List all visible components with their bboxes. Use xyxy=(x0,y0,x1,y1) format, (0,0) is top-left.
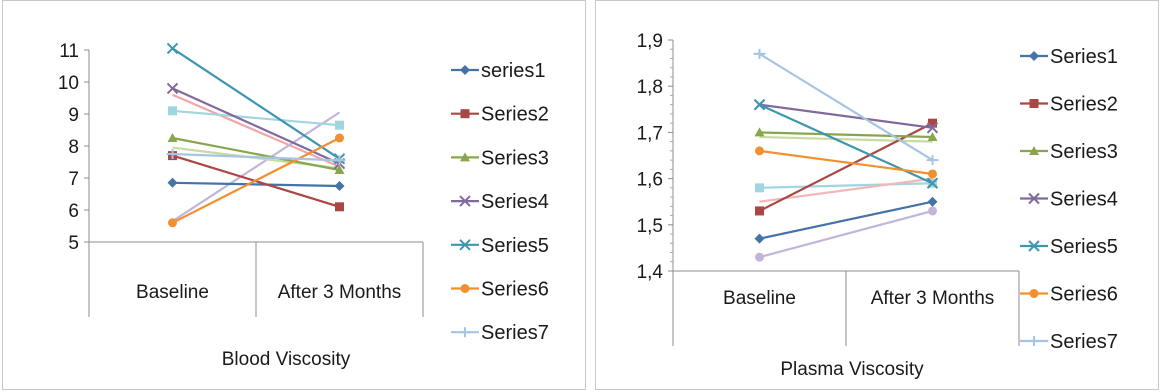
legend-label: series1 xyxy=(481,60,545,82)
series-line xyxy=(759,122,933,212)
y-tick-label: 10 xyxy=(58,73,79,94)
data-point xyxy=(928,169,937,179)
y-tick-label: 1,6 xyxy=(637,170,663,191)
y-tick-label: 6 xyxy=(68,201,79,222)
y-tick-label: 11 xyxy=(59,41,79,62)
series-line xyxy=(172,109,340,127)
legend-marker xyxy=(460,109,470,119)
legend-marker xyxy=(1028,192,1040,205)
y-tick-label: 9 xyxy=(68,105,79,126)
x-axis-title: Plasma Viscosity xyxy=(780,359,924,380)
series-line xyxy=(759,209,933,259)
series-line xyxy=(172,136,340,172)
series-line xyxy=(171,47,341,160)
plasma-viscosity-chart-panel: 1,4 1,5 1,6 1,7 1,8 1,9 Baseline After 3 Months… xyxy=(595,0,1159,390)
blood-viscosity-chart: 5 6 7 8 9 10 11 Baseline After 3 Months Blood Vis… xyxy=(58,41,549,370)
data-point xyxy=(166,149,179,159)
legend-marker xyxy=(459,195,471,207)
legend-label: Series4 xyxy=(1050,189,1118,211)
data-point xyxy=(755,183,764,193)
data-point xyxy=(167,133,178,142)
series-line xyxy=(759,177,933,203)
legend-label: Series2 xyxy=(481,104,549,126)
x-category-label: Baseline xyxy=(136,282,209,303)
data-point xyxy=(753,98,766,111)
legend-marker xyxy=(460,284,470,293)
data-point xyxy=(753,48,766,59)
legend-marker xyxy=(1029,146,1039,155)
legend-label: Series1 xyxy=(1050,46,1118,68)
data-point xyxy=(755,252,764,262)
series-line xyxy=(759,149,933,176)
legend-label: Series5 xyxy=(1050,236,1118,258)
blood-viscosity-chart-panel: 5 6 7 8 9 10 11 Baseline After 3 Months Blood Vis… xyxy=(2,0,586,390)
legend-marker xyxy=(1029,51,1039,61)
legend-label: Series3 xyxy=(1050,141,1118,163)
legend-marker xyxy=(459,327,471,338)
data-point xyxy=(167,177,178,188)
data-point xyxy=(335,202,344,212)
data-point xyxy=(168,218,177,228)
legend-marker xyxy=(460,152,470,162)
x-category-label: After 3 Months xyxy=(871,288,995,309)
data-point xyxy=(926,177,939,189)
series-line xyxy=(759,182,933,189)
data-point xyxy=(927,196,938,207)
plasma-viscosity-chart: 1,4 1,5 1,6 1,7 1,8 1,9 Baseline After 3 Months… xyxy=(637,31,1118,380)
y-tick-label: 1,5 xyxy=(637,216,663,237)
data-point xyxy=(927,132,938,142)
data-point xyxy=(754,127,765,137)
x-category-label: Baseline xyxy=(723,288,796,309)
y-tick-label: 1,7 xyxy=(637,123,663,144)
series-line xyxy=(172,181,340,188)
legend-label: Series6 xyxy=(481,279,549,301)
series-line xyxy=(759,135,933,143)
series-line xyxy=(172,152,340,162)
data-point xyxy=(754,233,765,244)
data-point xyxy=(334,165,345,174)
series-line xyxy=(759,131,933,139)
legend-marker xyxy=(460,65,470,75)
y-tick-label: 1,4 xyxy=(637,262,664,283)
data-point xyxy=(168,106,177,116)
y-tick-label: 8 xyxy=(68,137,79,158)
data-point xyxy=(166,82,179,95)
data-point xyxy=(755,146,764,156)
y-tick-label: 7 xyxy=(68,169,79,190)
data-point xyxy=(335,133,344,143)
data-point xyxy=(334,181,345,191)
x-axis-title: Blood Viscosity xyxy=(222,349,351,370)
legend-label: Series2 xyxy=(1050,94,1118,116)
data-point xyxy=(333,155,346,166)
y-tick-label: 5 xyxy=(68,233,79,254)
series-line xyxy=(171,111,341,223)
data-point xyxy=(166,42,179,55)
legend-label: Series6 xyxy=(1050,284,1118,306)
series-line xyxy=(172,137,340,224)
series-line xyxy=(759,103,933,129)
legend-marker xyxy=(1028,336,1040,346)
x-category-label: After 3 Months xyxy=(278,282,402,303)
legend-label: Series7 xyxy=(1050,331,1118,353)
series-line xyxy=(759,200,933,240)
data-point xyxy=(926,122,939,134)
legend-marker xyxy=(1028,240,1040,252)
legend-marker xyxy=(459,239,471,251)
data-point xyxy=(926,155,939,166)
legend-marker xyxy=(1029,99,1039,108)
legend-marker xyxy=(1029,289,1039,298)
data-point xyxy=(928,118,937,128)
y-tick-label: 1,8 xyxy=(637,77,663,98)
data-point xyxy=(335,120,344,130)
legend-label: Series3 xyxy=(481,147,549,169)
legend-label: Series5 xyxy=(481,235,549,257)
series-line xyxy=(172,87,340,165)
y-tick-label: 1,9 xyxy=(637,31,663,52)
data-point xyxy=(928,206,937,216)
series-line xyxy=(172,93,340,168)
series-line xyxy=(758,52,934,162)
data-point xyxy=(755,206,764,216)
legend-label: Series7 xyxy=(481,322,549,344)
legend-label: Series4 xyxy=(481,191,549,213)
